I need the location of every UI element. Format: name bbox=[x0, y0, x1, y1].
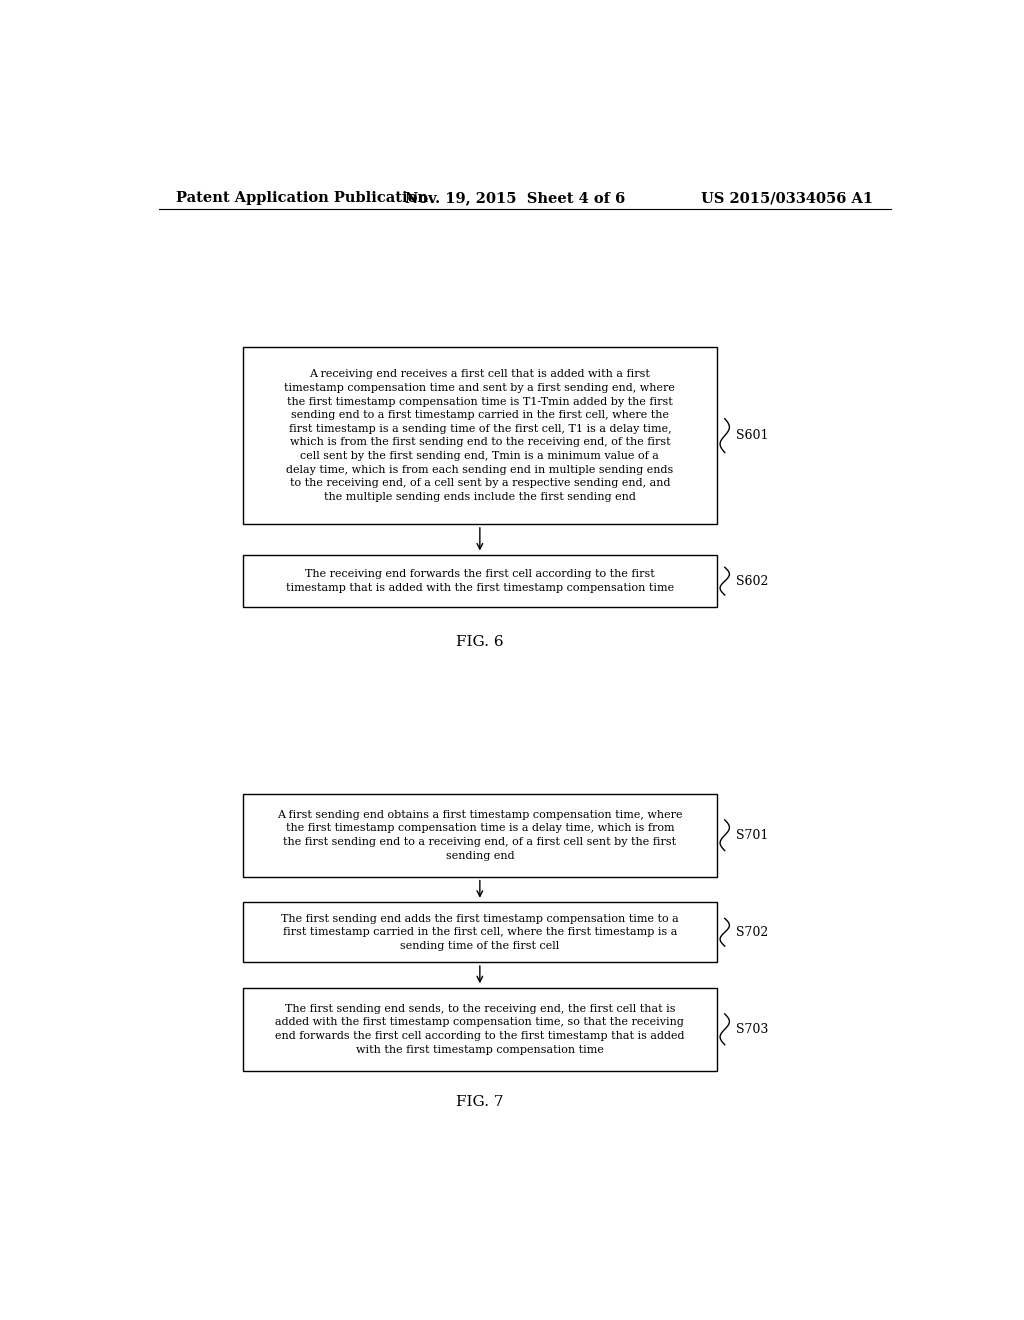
Bar bbox=[243, 903, 717, 962]
Text: US 2015/0334056 A1: US 2015/0334056 A1 bbox=[701, 191, 873, 206]
Text: A receiving end receives a first cell that is added with a first
timestamp compe: A receiving end receives a first cell th… bbox=[285, 370, 675, 502]
Text: FIG. 6: FIG. 6 bbox=[456, 635, 504, 649]
Text: The first sending end adds the first timestamp compensation time to a
first time: The first sending end adds the first tim… bbox=[281, 913, 679, 950]
Bar bbox=[243, 987, 717, 1071]
Text: Nov. 19, 2015  Sheet 4 of 6: Nov. 19, 2015 Sheet 4 of 6 bbox=[406, 191, 626, 206]
Text: The first sending end sends, to the receiving end, the first cell that is
added : The first sending end sends, to the rece… bbox=[275, 1005, 685, 1055]
Bar bbox=[243, 554, 717, 607]
Text: The receiving end forwards the first cell according to the first
timestamp that : The receiving end forwards the first cel… bbox=[286, 569, 674, 593]
Text: FIG. 7: FIG. 7 bbox=[456, 1094, 504, 1109]
Bar bbox=[243, 793, 717, 876]
Text: S702: S702 bbox=[735, 925, 768, 939]
Bar bbox=[243, 347, 717, 524]
Text: S602: S602 bbox=[735, 574, 768, 587]
Text: S601: S601 bbox=[735, 429, 768, 442]
Text: S701: S701 bbox=[735, 829, 768, 842]
Text: Patent Application Publication: Patent Application Publication bbox=[176, 191, 428, 206]
Text: S703: S703 bbox=[735, 1023, 768, 1036]
Text: A first sending end obtains a first timestamp compensation time, where
the first: A first sending end obtains a first time… bbox=[278, 810, 683, 861]
